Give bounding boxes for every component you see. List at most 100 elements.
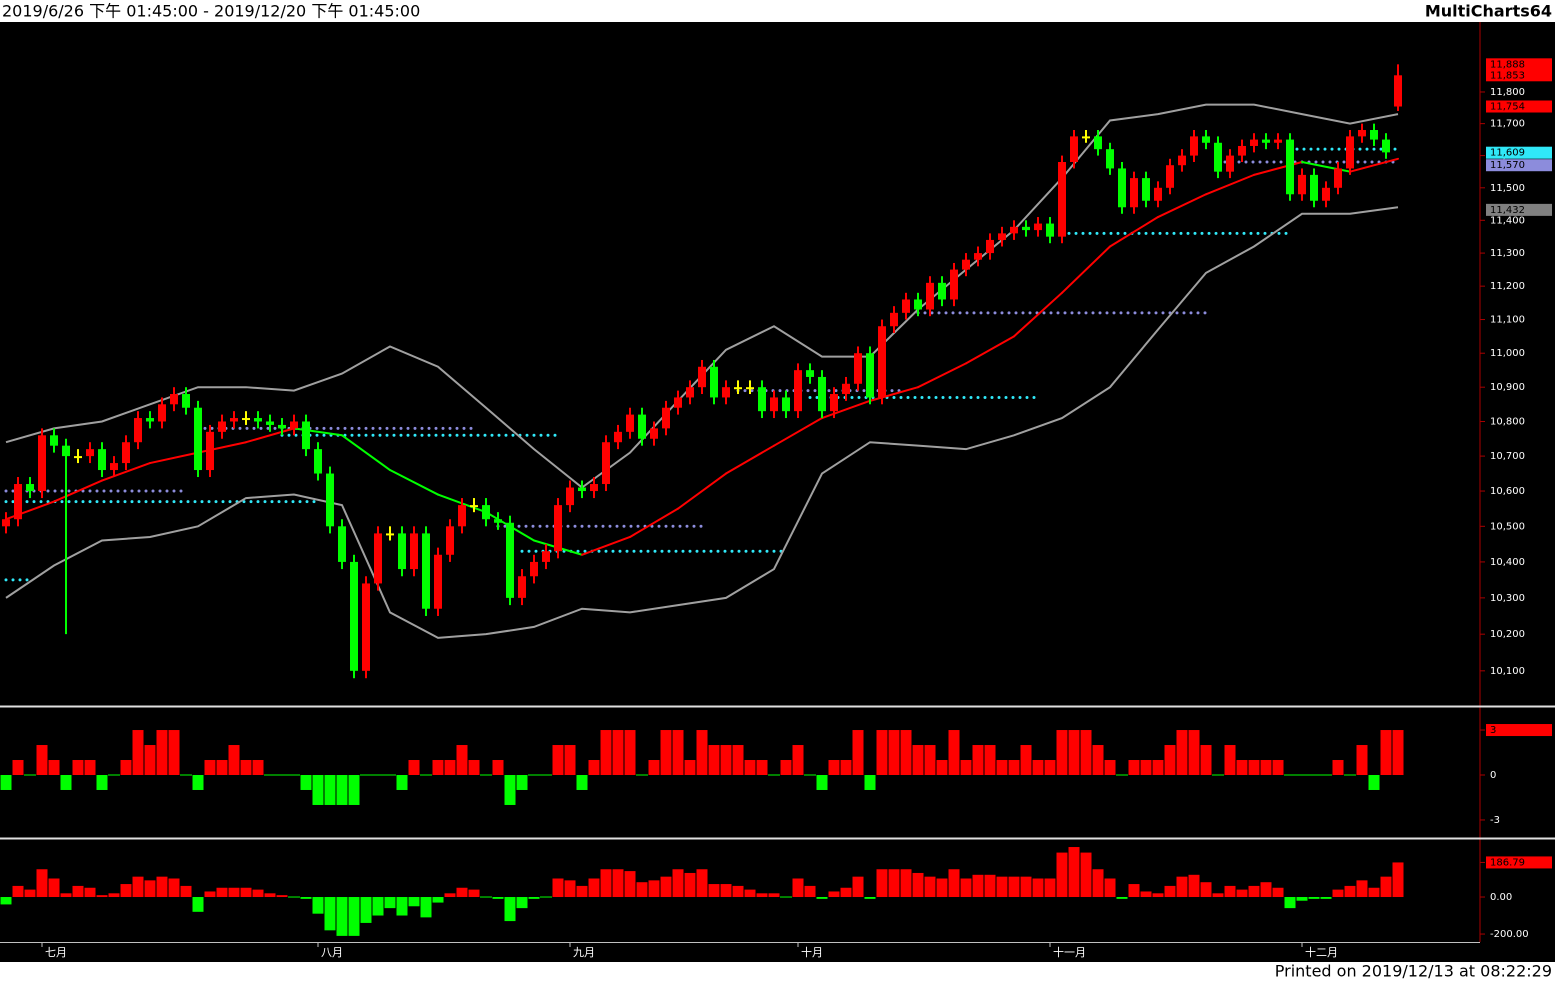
candle-body xyxy=(278,424,286,429)
candle-body xyxy=(1106,149,1114,169)
bar xyxy=(444,760,456,775)
y-tick-label: -200.00 xyxy=(1490,929,1529,940)
band-middle xyxy=(1349,157,1399,173)
band-middle xyxy=(773,417,823,447)
bar xyxy=(96,774,108,790)
bar xyxy=(888,730,900,775)
candle-body xyxy=(410,533,418,570)
candle-body xyxy=(26,484,34,492)
bar xyxy=(876,869,888,898)
bar xyxy=(564,745,576,775)
bar xyxy=(1080,852,1092,898)
candle-body xyxy=(650,428,658,439)
bar xyxy=(888,869,900,898)
bar xyxy=(1044,760,1056,775)
bar xyxy=(720,745,732,775)
bar xyxy=(276,895,288,898)
bar xyxy=(660,876,672,898)
candle-body xyxy=(398,533,406,570)
bar xyxy=(192,774,204,790)
candle-body xyxy=(878,326,886,398)
candle-body xyxy=(518,576,526,598)
candle-body xyxy=(494,519,502,523)
band-middle xyxy=(917,362,967,389)
bar xyxy=(816,774,828,790)
candle-body xyxy=(818,376,826,412)
y-tick-label: 11,800 xyxy=(1490,87,1525,98)
candle-body xyxy=(1394,75,1402,107)
bar xyxy=(120,760,132,775)
band-middle xyxy=(53,479,103,503)
bar xyxy=(1260,760,1272,775)
bar xyxy=(48,760,60,775)
bar xyxy=(1152,893,1164,898)
bar xyxy=(456,745,468,775)
bar xyxy=(468,760,480,775)
x-tick-label: 十月 xyxy=(801,945,823,959)
bar xyxy=(1308,897,1320,899)
bar xyxy=(960,878,972,898)
bar xyxy=(228,745,240,775)
candle-body xyxy=(1298,174,1306,195)
candle-body xyxy=(602,442,610,485)
candle-body xyxy=(170,394,178,405)
candle-body xyxy=(590,484,598,492)
candle-body xyxy=(1178,155,1186,166)
candle-body xyxy=(782,397,790,412)
bar xyxy=(864,897,876,899)
bar xyxy=(1380,730,1392,775)
candle-body xyxy=(314,449,322,474)
bar xyxy=(192,897,204,912)
bar xyxy=(1008,760,1020,775)
bar xyxy=(1068,730,1080,775)
bar xyxy=(744,889,756,898)
candle-body xyxy=(254,418,262,422)
bar xyxy=(1188,874,1200,898)
bar xyxy=(60,893,72,898)
bar xyxy=(1236,889,1248,898)
candle-body xyxy=(638,414,646,439)
candle-body xyxy=(614,431,622,443)
price-marker xyxy=(1486,856,1552,869)
bar xyxy=(732,885,744,898)
candle-body xyxy=(1118,168,1126,208)
candle-body xyxy=(998,233,1006,240)
bar xyxy=(252,760,264,775)
bar xyxy=(156,876,168,898)
bar xyxy=(816,897,828,899)
footer-bar xyxy=(0,962,1555,983)
bar xyxy=(516,774,528,790)
bar xyxy=(1164,745,1176,775)
bar xyxy=(960,760,972,775)
band-middle xyxy=(1013,291,1063,338)
band-lower xyxy=(5,206,1399,639)
candle-body xyxy=(842,383,850,395)
bar xyxy=(1008,876,1020,898)
candle-body xyxy=(626,414,634,432)
candle-body xyxy=(2,519,10,527)
price-marker xyxy=(1486,146,1552,159)
bar xyxy=(468,889,480,898)
bar xyxy=(408,760,420,775)
bar xyxy=(144,880,156,898)
candle-body xyxy=(482,505,490,520)
candle-body xyxy=(1010,226,1018,234)
bar xyxy=(624,730,636,775)
candle-body xyxy=(914,299,922,310)
bar xyxy=(432,897,444,903)
bar xyxy=(240,887,252,898)
bar xyxy=(564,880,576,898)
x-tick-label: 十一月 xyxy=(1053,945,1086,959)
bar xyxy=(1392,730,1404,775)
candle-body xyxy=(674,397,682,408)
bar xyxy=(576,885,588,898)
price-marker-label: 11,888 xyxy=(1490,59,1525,70)
bar xyxy=(1320,897,1332,899)
candle-body xyxy=(374,533,382,584)
candle-body xyxy=(434,554,442,609)
candle-body xyxy=(902,299,910,313)
bar xyxy=(1224,885,1236,898)
x-tick-label: 八月 xyxy=(321,946,343,959)
band-middle xyxy=(1157,193,1207,219)
bar xyxy=(372,897,384,916)
